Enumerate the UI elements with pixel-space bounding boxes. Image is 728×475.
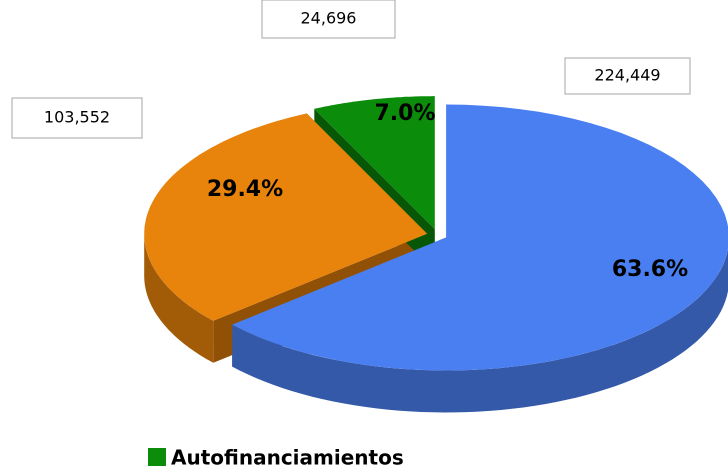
percentage-label: 63.6% bbox=[612, 257, 688, 282]
percentage-label: 7.0% bbox=[374, 101, 435, 126]
value-label: 24,696 bbox=[301, 9, 357, 28]
value-label-box bbox=[564, 57, 691, 95]
legend-label: Autofinanciamientos bbox=[171, 446, 404, 470]
pie-slice bbox=[144, 113, 428, 321]
percentage-label: 29.4% bbox=[207, 177, 283, 202]
legend-swatch bbox=[148, 448, 166, 466]
value-label: 103,552 bbox=[44, 108, 110, 127]
pie-slice bbox=[232, 104, 728, 371]
value-label: 224,449 bbox=[594, 66, 660, 85]
slice-side bbox=[144, 233, 214, 363]
pie-slice bbox=[314, 96, 435, 230]
value-label-box bbox=[11, 97, 143, 139]
value-label-box bbox=[261, 0, 396, 39]
slice-side bbox=[232, 249, 728, 413]
